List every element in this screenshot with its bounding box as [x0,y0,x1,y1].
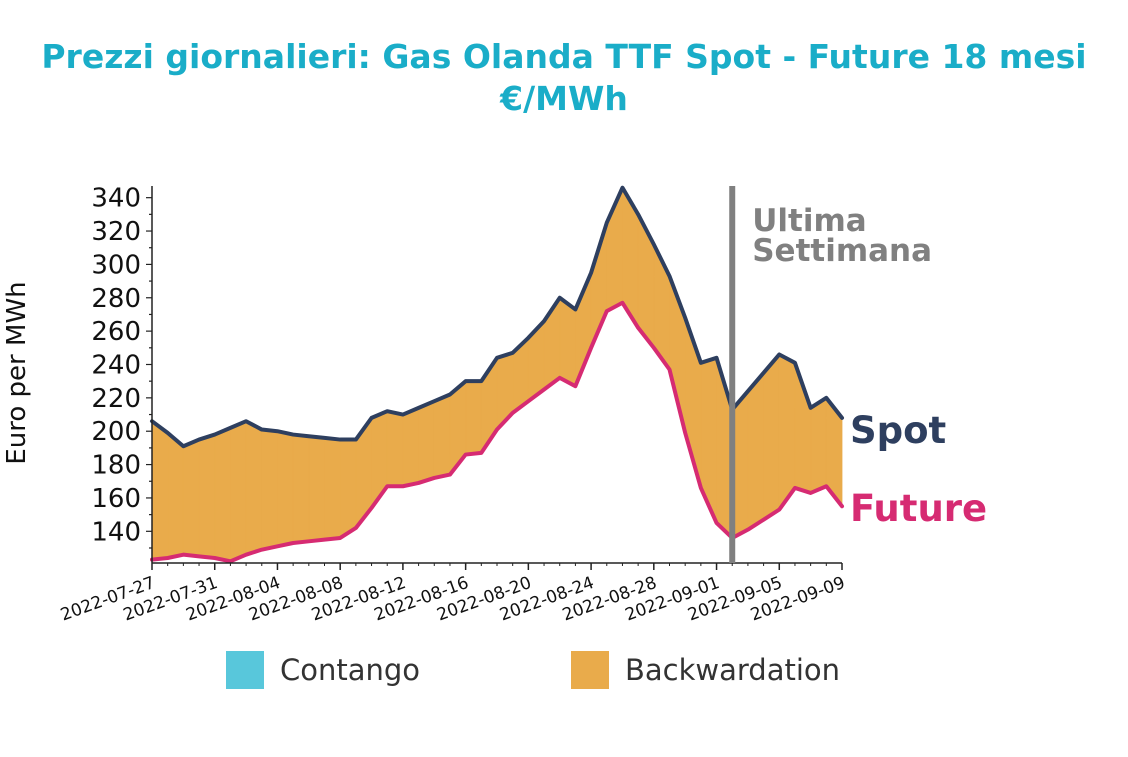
spread-segment [151,420,169,561]
chart-subtitle: €/MWh [500,79,628,118]
annotation-text: Ultima [752,203,866,239]
spread-segment [747,371,764,531]
y-tick-label: 340 [91,184,141,214]
spread-segment [763,353,780,521]
series-label-spot: Spot [850,409,946,452]
y-tick-label: 320 [91,217,141,247]
y-tick-label: 180 [91,451,141,481]
y-tick-label: 260 [91,317,141,347]
y-tick-label: 300 [91,250,141,280]
spread-segment [230,420,247,562]
y-tick-label: 200 [91,417,141,447]
series-label-future: Future [850,487,987,530]
y-tick-label: 240 [91,350,141,380]
legend-label-contango: Contango [280,653,421,687]
spread-segment [167,432,184,559]
y-tick-label: 140 [91,517,141,547]
legend-swatch-backwardation [571,651,609,689]
spread-segment [700,357,717,524]
spread-segment [339,439,357,539]
series-line-spot [150,185,844,449]
y-tick-label: 160 [91,484,141,514]
series-lines [150,185,844,564]
spread-segment [418,400,435,484]
spread-segment [308,435,325,542]
y-tick-label: 280 [91,284,141,314]
y-axis-label: Euro per MWh [2,281,32,464]
spread-segment [559,296,576,387]
spread-segment [245,420,263,556]
legend-item-contango: Contango [226,650,420,690]
spread-segment [198,434,216,559]
series-line-future [150,300,844,564]
spread-segment [324,437,341,541]
spread-segment [182,438,200,557]
legend-item-backwardation: Backwardation [571,650,840,690]
spread-segment [371,410,388,510]
y-tick-label: 220 [91,384,141,414]
legend-swatch-contango [226,651,264,689]
chart-title: Prezzi giornalieri: Gas Olanda TTF Spot … [41,37,1087,76]
annotation-text: Settimana [752,233,932,269]
spread-segment [214,427,231,562]
spread-segment [292,434,310,544]
spread-segment [465,380,482,456]
spread-fills [151,186,843,562]
legend-label-backwardation: Backwardation [625,653,841,687]
spread-segment [386,410,404,487]
spread-segment [810,397,827,494]
spread-segment [277,430,294,547]
spread-segment [433,393,451,479]
spread-segment [402,407,419,487]
spread-segment [778,353,796,511]
spread-segment [261,429,278,551]
